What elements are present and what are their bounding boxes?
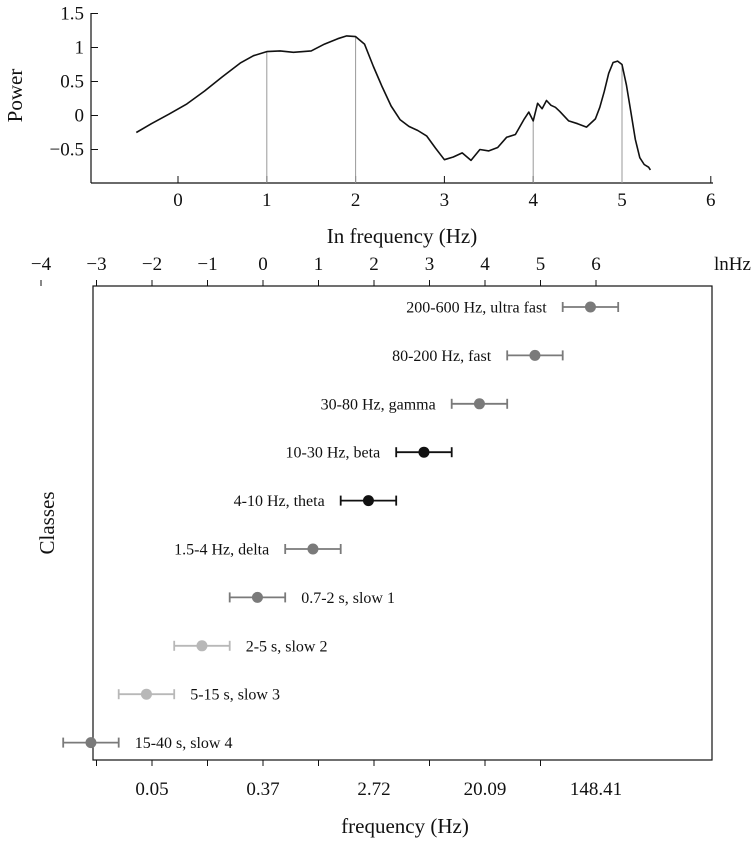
class-label: 5-15 s, slow 3 [190, 687, 280, 704]
y-tick-label: 1.5 [60, 4, 84, 25]
class-point [529, 349, 541, 361]
class-label: 200-600 Hz, ultra fast [406, 300, 547, 317]
bottom-tick-label: 0.05 [135, 779, 168, 800]
class-point [362, 495, 374, 507]
bottom-tick-label: 148.41 [570, 779, 622, 800]
x-tick-label: 5 [617, 190, 627, 211]
x-axis-label: frequency (Hz) [341, 814, 469, 838]
x-tick-label: 3 [440, 190, 450, 211]
top-tick-label: −4 [31, 254, 52, 275]
y-axis-label: Power [3, 69, 27, 123]
class-row: 4-10 Hz, theta [234, 493, 398, 510]
class-label: 0.7-2 s, slow 1 [301, 590, 395, 607]
y-tick-label: 1 [75, 38, 85, 59]
class-label: 1.5-4 Hz, delta [174, 542, 269, 559]
class-label: 4-10 Hz, theta [234, 493, 325, 510]
top-tick-label: 0 [258, 254, 268, 275]
class-point [85, 737, 97, 749]
bottom-tick-label: 2.72 [357, 779, 390, 800]
class-point [418, 446, 430, 458]
x-tick-label: 1 [262, 190, 272, 211]
y-tick-label: 0 [75, 106, 85, 127]
x-tick-label: 4 [528, 190, 538, 211]
top-axis-unit: lnHz [714, 254, 751, 275]
class-label: 15-40 s, slow 4 [135, 735, 233, 752]
top-tick-label: 3 [425, 254, 435, 275]
top-tick-label: 6 [591, 254, 601, 275]
top-tick-label: 1 [314, 254, 324, 275]
x-axis-label: In frequency (Hz) [327, 224, 477, 248]
class-label: 10-30 Hz, beta [286, 445, 381, 462]
y-tick-label: −0.5 [50, 140, 84, 161]
class-row: 0.7-2 s, slow 1 [228, 590, 395, 607]
plot-frame [92, 285, 713, 761]
class-label: 80-200 Hz, fast [392, 348, 492, 365]
class-row: 15-40 s, slow 4 [62, 735, 233, 752]
class-row: 5-15 s, slow 3 [117, 687, 280, 704]
y-tick-label: 0.5 [60, 72, 84, 93]
top-tick-label: 2 [369, 254, 379, 275]
class-row: 200-600 Hz, ultra fast [406, 300, 620, 317]
class-point [584, 301, 596, 313]
bottom-tick-label: 20.09 [464, 779, 507, 800]
top-tick-label: −1 [197, 254, 217, 275]
bottom-tick-label: 0.37 [246, 779, 279, 800]
class-point [196, 640, 208, 652]
class-label: 30-80 Hz, gamma [321, 396, 436, 413]
top-tick-label: 4 [480, 254, 490, 275]
y-axis-label: Classes [35, 492, 59, 555]
x-tick-label: 0 [173, 190, 183, 211]
class-row: 80-200 Hz, fast [392, 348, 564, 365]
class-label: 2-5 s, slow 2 [246, 638, 328, 655]
class-row: 10-30 Hz, beta [286, 445, 453, 462]
class-row: 30-80 Hz, gamma [321, 396, 509, 413]
top-tick-label: −2 [142, 254, 162, 275]
power-spectrum-chart: 0 1 2 3 4 5 6 1.5 1 0.5 0 −0.5 In frequency (Hz) Powe… [3, 4, 716, 249]
class-row: 1.5-4 Hz, delta [174, 542, 342, 559]
x-tick-label: 6 [706, 190, 716, 211]
class-point [473, 398, 485, 410]
top-tick-label: 5 [536, 254, 546, 275]
top-tick-label: −3 [86, 254, 106, 275]
class-row: 2-5 s, slow 2 [173, 638, 328, 655]
class-point [251, 591, 263, 603]
frequency-classes-chart: −4 −3 −2 −1 0 1 2 3 4 5 6 lnHz 0.05 0.37 2.72 20.09 148.… [31, 254, 751, 838]
class-point [140, 688, 152, 700]
power-curve [135, 35, 652, 171]
class-point [307, 543, 319, 555]
x-tick-label: 2 [351, 190, 361, 211]
